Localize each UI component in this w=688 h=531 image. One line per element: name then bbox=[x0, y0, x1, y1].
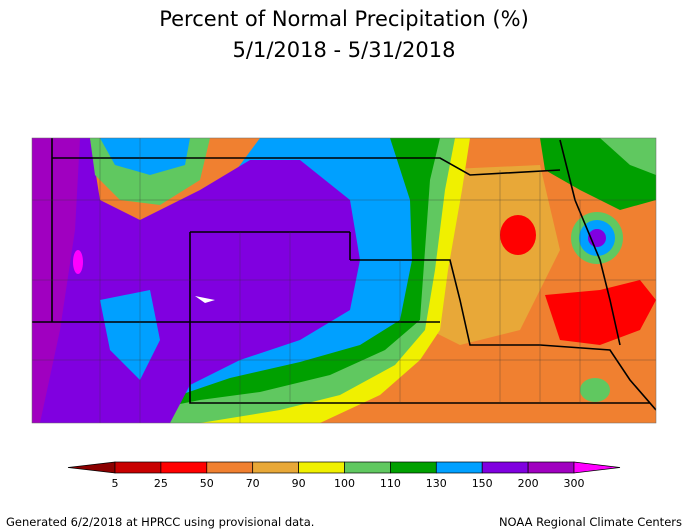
colorbar-segment bbox=[114, 461, 162, 474]
footer-left: Generated 6/2/2018 at HPRCC using provis… bbox=[6, 515, 314, 529]
colorbar-label: 90 bbox=[292, 477, 306, 490]
colorbar-segment bbox=[390, 461, 437, 474]
colorbar-label: 110 bbox=[380, 477, 401, 490]
colorbar-end bbox=[67, 461, 116, 474]
subtitle: 5/1/2018 - 5/31/2018 bbox=[233, 38, 456, 62]
colorbar-segment bbox=[298, 461, 345, 474]
colorbar-segment bbox=[206, 461, 254, 474]
colorbar-label: 150 bbox=[472, 477, 493, 490]
precip-map bbox=[32, 138, 656, 423]
colorbar-label: 130 bbox=[426, 477, 447, 490]
footer-right: NOAA Regional Climate Centers bbox=[499, 515, 682, 529]
colorbar-label: 25 bbox=[154, 477, 168, 490]
colorbar-segment bbox=[160, 461, 208, 474]
colorbar-label: 70 bbox=[246, 477, 260, 490]
colorbar-segment bbox=[344, 461, 391, 474]
colorbar-segment bbox=[527, 461, 575, 474]
colorbar-label: 200 bbox=[518, 477, 539, 490]
title: Percent of Normal Precipitation (%) bbox=[159, 7, 529, 31]
colorbar-segment bbox=[435, 461, 483, 474]
colorbar-label: 300 bbox=[564, 477, 585, 490]
colorbar-label: 50 bbox=[200, 477, 214, 490]
colorbar: 5 25 50 70 90 100 110 130 150 200 300 bbox=[67, 461, 621, 490]
colorbar-label: 100 bbox=[334, 477, 355, 490]
colorbar-segment bbox=[481, 461, 529, 474]
colorbar-segment bbox=[252, 461, 299, 474]
colorbar-label: 5 bbox=[112, 477, 119, 490]
colorbar-end bbox=[573, 461, 621, 474]
